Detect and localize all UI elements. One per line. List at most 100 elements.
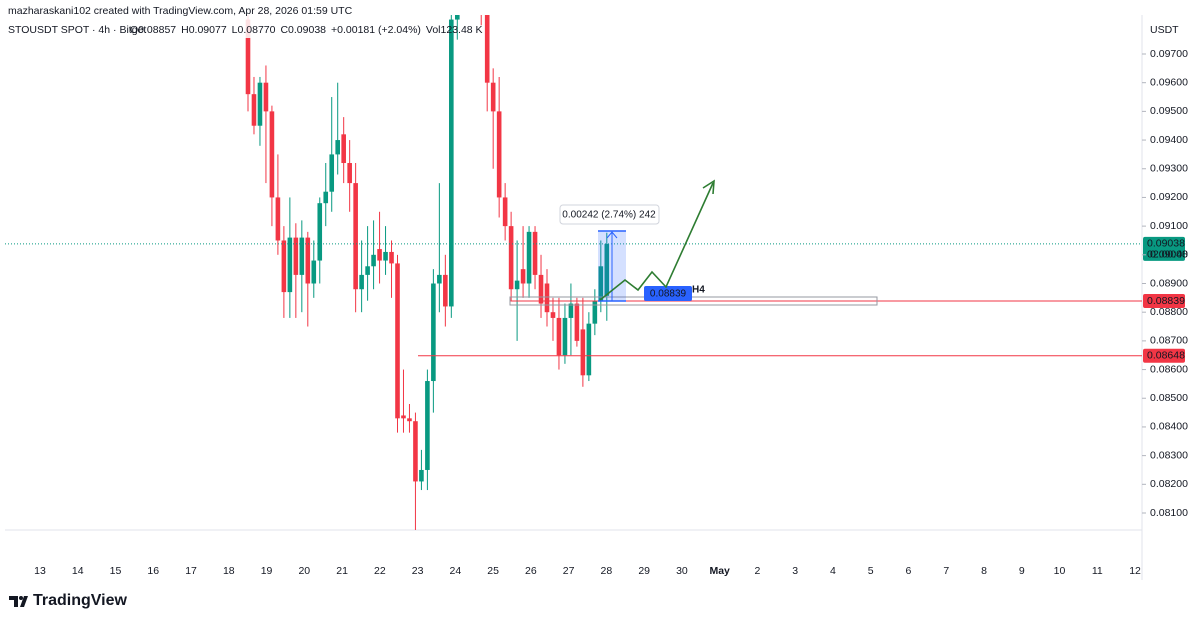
y-tick-label: 0.08800 [1150, 306, 1188, 318]
ohlc-field: C0.09038 [280, 24, 326, 36]
x-tick-label: 28 [601, 565, 613, 577]
candle-body [371, 254, 376, 267]
x-tick-label: 27 [563, 565, 575, 577]
candle-body [586, 323, 592, 376]
x-tick-label: 11 [1092, 565, 1103, 577]
y-tick-label: 0.08600 [1150, 363, 1188, 375]
candle-body [431, 283, 436, 382]
header-bg [5, 0, 445, 38]
candle-body [251, 94, 257, 126]
candle-body [425, 381, 430, 470]
entry-tag [644, 285, 692, 301]
x-tick-label: 19 [261, 565, 273, 577]
level-label: 0.08648 [1147, 350, 1185, 362]
x-tick-label: 10 [1054, 565, 1066, 577]
candle-body [407, 418, 412, 422]
x-tick-label: 17 [185, 565, 197, 577]
candle-body [538, 274, 544, 304]
zone-box [509, 296, 878, 306]
candle-body [269, 111, 275, 198]
last-price-tag [1143, 236, 1185, 261]
candle-body [287, 237, 293, 293]
y-tick-label: 0.08300 [1150, 449, 1188, 461]
x-tick-label: 5 [868, 565, 874, 577]
x-tick-label: 4 [830, 565, 836, 577]
y-tick-label: 0.08700 [1150, 335, 1188, 347]
x-tick-label: 2 [755, 565, 761, 577]
logo: TradingView [9, 592, 128, 609]
candle-body [413, 421, 418, 482]
candle-body [341, 134, 346, 164]
attribution: mazharaskani102 created with TradingView… [8, 5, 353, 17]
x-tick-label: May [709, 565, 730, 577]
candle-body [490, 82, 496, 112]
candle-body [562, 317, 568, 356]
y-tick-label: 0.08100 [1150, 507, 1188, 519]
x-tick-label: 24 [450, 565, 462, 577]
candle-body [347, 163, 352, 184]
x-tick-label: 29 [638, 565, 650, 577]
candles [245, 0, 610, 530]
candle-body [317, 203, 323, 261]
candle-body [598, 266, 604, 301]
candle-body [502, 197, 508, 227]
x-tick-label: 16 [147, 565, 159, 577]
y-tick-label: 0.09600 [1150, 76, 1188, 88]
x-tick-label: 9 [1019, 565, 1025, 577]
y-tick-label: 0.09100 [1150, 220, 1188, 232]
candle-body [443, 274, 448, 307]
level-tag [1143, 293, 1185, 308]
candle-body [484, 15, 490, 83]
y-tick-label: 0.08900 [1150, 277, 1188, 289]
countdown: 02:00:48 [1147, 249, 1188, 261]
x-tick-label: 18 [223, 565, 235, 577]
candle-body [556, 317, 562, 356]
x-tick-label: 3 [792, 565, 798, 577]
candle-body [389, 251, 394, 264]
candle-body [353, 183, 358, 290]
x-tick-label: 8 [981, 565, 987, 577]
x-tick-label: 13 [34, 565, 46, 577]
x-tick-label: 7 [943, 565, 949, 577]
x-tick-label: 15 [110, 565, 122, 577]
last-price-label: 0.09038 [1147, 238, 1185, 250]
x-tick-label: 6 [906, 565, 912, 577]
ohlc-field: Vol123.48 K [426, 24, 483, 36]
candle-body [455, 15, 460, 20]
x-tick-label: 12 [1129, 565, 1141, 577]
candle-body [257, 82, 263, 126]
x-tick-label: 22 [374, 565, 386, 577]
y-tick-label: 0.09400 [1150, 134, 1188, 146]
candle-body [437, 274, 442, 284]
candle-body [496, 111, 502, 198]
logo-text: TradingView [33, 592, 128, 609]
candle-body [377, 249, 382, 261]
x-tick-label: 21 [336, 565, 348, 577]
candle-body [281, 240, 287, 293]
candle-body [479, 0, 484, 14]
candle-body [550, 312, 556, 318]
y-tick-label: 0.08400 [1150, 421, 1188, 433]
x-tick-label: 26 [525, 565, 537, 577]
x-tick-label: 30 [676, 565, 688, 577]
candle-body [275, 197, 281, 241]
candle-body [323, 191, 329, 204]
candle-body [604, 243, 610, 296]
candle-body [580, 329, 586, 376]
measure-arrow [606, 231, 618, 239]
candle-body [359, 274, 364, 290]
x-tick-label: 23 [412, 565, 424, 577]
y-tick-label: 0.09200 [1150, 191, 1188, 203]
level-tag [1143, 348, 1185, 363]
y-tick-label: 0.08500 [1150, 392, 1188, 404]
x-tick-label: 20 [298, 565, 310, 577]
candle-body [526, 231, 532, 284]
y-tick-label: 0.09700 [1150, 48, 1188, 60]
logo-dot [19, 596, 23, 600]
candle-body [449, 19, 454, 307]
ohlc-field: +0.00181 (+2.04%) [331, 24, 421, 36]
ohlc-field: O0.08857 [130, 24, 176, 36]
arrow-head [702, 179, 715, 195]
projection-arrow [599, 182, 714, 301]
